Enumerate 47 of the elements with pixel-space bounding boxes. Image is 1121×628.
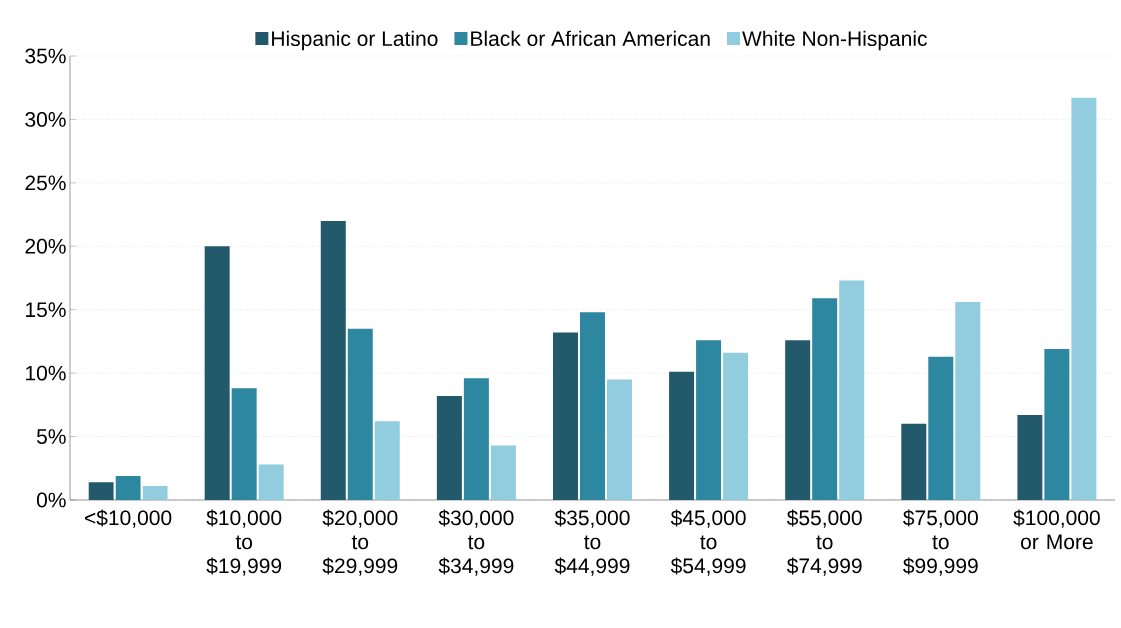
bar xyxy=(955,302,981,500)
y-tick-label: 15% xyxy=(26,302,66,318)
x-tick-label: $10,000 to $19,999 xyxy=(206,509,282,576)
legend-label: Black or African American xyxy=(471,30,710,47)
bar xyxy=(606,379,632,500)
bar xyxy=(320,220,346,500)
y-tick-label: 20% xyxy=(25,238,66,254)
bar xyxy=(901,423,927,500)
bar xyxy=(1044,349,1070,500)
bar xyxy=(115,475,141,500)
x-tick-label: $100,000 or More xyxy=(1013,509,1100,550)
bar xyxy=(579,312,605,500)
y-tick-label: 0% xyxy=(36,492,66,508)
bar xyxy=(696,340,722,500)
bar xyxy=(258,464,284,500)
bar xyxy=(88,482,114,500)
bar xyxy=(347,328,373,500)
y-tick-label: 5% xyxy=(36,429,66,444)
x-tick-label: $75,000 to $99,999 xyxy=(903,509,978,576)
bar xyxy=(839,280,865,500)
bar xyxy=(490,445,516,500)
legend-label: Hispanic or Latino xyxy=(272,30,438,51)
x-tick-label: $30,000 to $34,999 xyxy=(438,509,514,576)
bar xyxy=(928,356,954,500)
y-tick-label: 10% xyxy=(26,365,66,381)
x-tick-label: <$10,000 xyxy=(85,509,172,528)
bar xyxy=(142,486,168,500)
bar xyxy=(374,421,400,500)
bar xyxy=(812,298,838,500)
bar xyxy=(669,371,695,500)
bar xyxy=(436,395,462,500)
bar xyxy=(785,340,811,500)
x-tick-label: $45,000 to $54,999 xyxy=(670,509,746,576)
bar xyxy=(1071,97,1097,500)
x-tick-label: $20,000 to $29,999 xyxy=(322,509,398,576)
y-tick-label: 35% xyxy=(25,48,66,64)
bar xyxy=(1017,415,1043,500)
bar xyxy=(552,332,578,500)
x-tick-label: $55,000 to $74,999 xyxy=(786,509,862,576)
legend-label: White Non-Hispanic xyxy=(742,30,927,51)
bar xyxy=(231,388,257,500)
bar xyxy=(723,352,749,500)
y-tick-label: 25% xyxy=(25,175,66,191)
bar xyxy=(463,378,489,500)
bar xyxy=(204,246,230,500)
x-tick-label: $35,000 to $44,999 xyxy=(554,509,630,576)
y-tick-label: 30% xyxy=(25,111,66,127)
